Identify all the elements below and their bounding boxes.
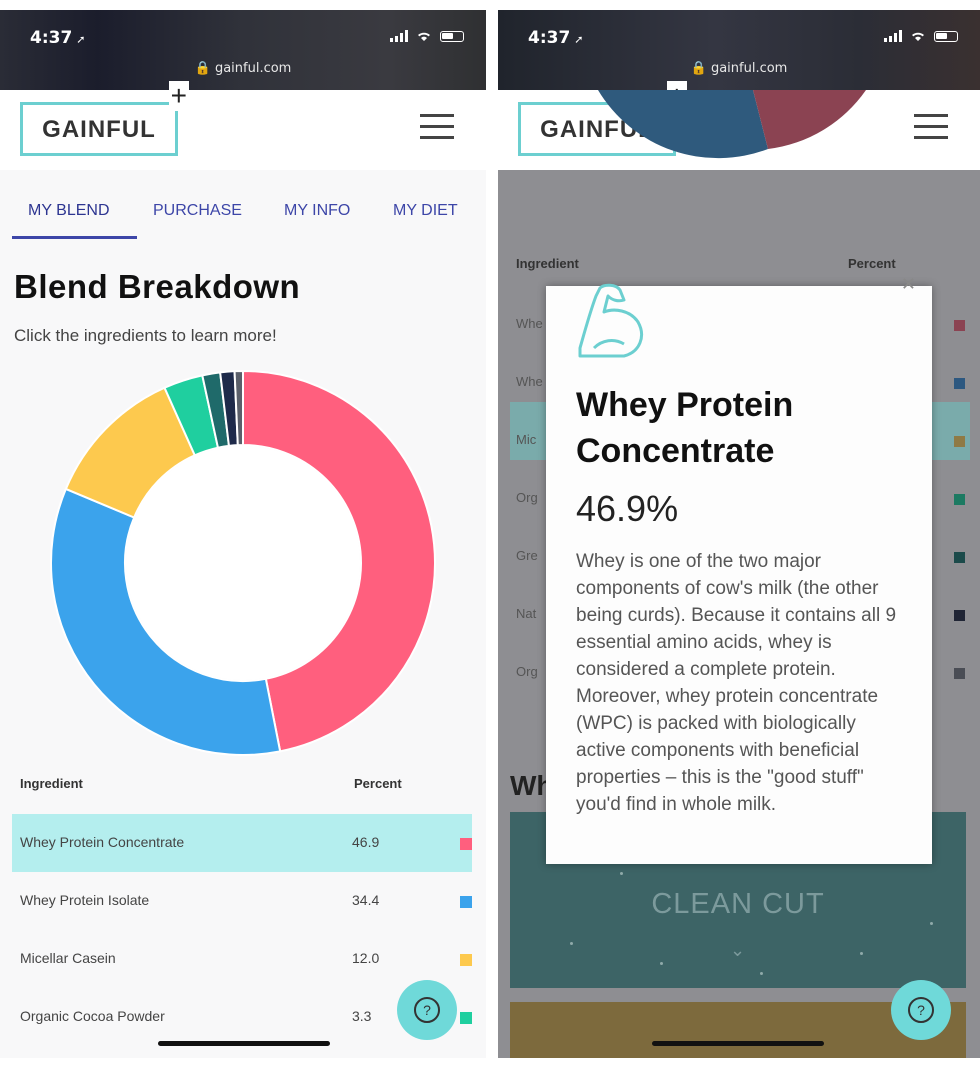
- url-text: gainful.com: [214, 61, 292, 76]
- color-swatch: [460, 954, 472, 966]
- battery-icon: [440, 30, 464, 42]
- home-indicator: [652, 1041, 824, 1046]
- color-swatch: [954, 494, 965, 505]
- dimmed-donut-chart-bottom: [598, 90, 866, 159]
- modal-percent: 46.9%: [576, 488, 679, 529]
- status-icons: [390, 30, 464, 42]
- ingredient-name: Whey Protein Concentrate: [20, 834, 185, 850]
- active-tab-indicator: [12, 236, 137, 239]
- color-swatch: [954, 610, 965, 621]
- column-header-percent: Percent: [848, 256, 896, 271]
- ingredient-name: Organic Cocoa Powder: [20, 1008, 165, 1024]
- tab-my-diet[interactable]: MY DIET: [393, 202, 458, 219]
- question-icon: ?: [414, 997, 440, 1023]
- signal-icon: [884, 30, 902, 42]
- column-header-percent: Percent: [354, 776, 402, 791]
- signal-icon: [390, 30, 408, 42]
- color-swatch: [460, 1012, 472, 1024]
- chevron-down-icon[interactable]: ⌄: [730, 940, 746, 961]
- table-row-label[interactable]: Gre: [516, 548, 538, 563]
- table-row-label[interactable]: Whe: [516, 374, 543, 389]
- donut-slice-1[interactable]: [50, 487, 282, 756]
- donut-hole: [126, 446, 360, 680]
- table-row-label[interactable]: Org: [516, 664, 538, 679]
- wifi-icon: [418, 32, 430, 41]
- help-button[interactable]: ?: [397, 980, 457, 1040]
- logo-text: GAINFUL: [42, 116, 156, 143]
- donut-slice-0[interactable]: [242, 370, 436, 753]
- location-arrow-icon: ➚: [574, 33, 584, 46]
- modal-description: Whey is one of the two major components …: [576, 551, 897, 815]
- column-header-ingredient: Ingredient: [20, 776, 83, 791]
- address-bar[interactable]: 🔒 gainful.com: [690, 61, 788, 76]
- color-swatch: [954, 436, 965, 447]
- tab-my-info[interactable]: MY INFO: [284, 202, 351, 219]
- page-title: Blend Breakdown: [14, 268, 301, 305]
- tab-my-blend[interactable]: MY BLEND: [28, 202, 110, 219]
- ingredient-percent: 34.4: [352, 892, 380, 908]
- status-bar: 4:37 ➚ 🔒 gainful.com: [0, 10, 486, 90]
- color-swatch: [460, 896, 472, 908]
- color-swatch: [954, 320, 965, 331]
- ingredient-name: Whey Protein Isolate: [20, 892, 150, 908]
- page-subtitle: Click the ingredients to learn more!: [14, 326, 277, 345]
- close-icon[interactable]: ✕: [900, 274, 916, 295]
- table-row[interactable]: Micellar Casein 12.0: [12, 930, 472, 988]
- question-icon: ?: [908, 997, 934, 1023]
- status-time: 4:37 ➚: [528, 28, 584, 48]
- next-banner[interactable]: [510, 1002, 966, 1058]
- phone-screen-blend: 4:37 ➚ 🔒 gainful.com GAINFUL + MY BLEND P…: [0, 10, 486, 1058]
- ingredient-percent: 46.9: [352, 834, 380, 850]
- tab-purchase[interactable]: PURCHASE: [153, 202, 242, 219]
- gainful-logo[interactable]: GAINFUL +: [20, 81, 189, 156]
- phone-screen-modal: 4:37➚ 🔒 gainful.com GAINFUL + Ingredient…: [498, 10, 980, 1058]
- hamburger-menu-icon[interactable]: [420, 114, 454, 140]
- table-row-label[interactable]: Nat: [516, 606, 537, 621]
- tab-bar: MY BLEND PURCHASE MY INFO MY DIET: [0, 198, 486, 238]
- table-row-label[interactable]: Whe: [516, 316, 543, 331]
- table-row-label[interactable]: Mic: [516, 432, 537, 447]
- battery-icon: [934, 30, 958, 42]
- banner-label: CLEAN CUT: [651, 888, 825, 920]
- hamburger-menu-icon[interactable]: [914, 114, 948, 140]
- status-icons: [884, 30, 958, 42]
- color-swatch: [954, 668, 965, 679]
- logo-plus: +: [168, 80, 189, 111]
- table-row[interactable]: Whey Protein Isolate 34.4: [12, 872, 472, 930]
- flexed-arm-icon: [578, 283, 643, 358]
- status-bar: 4:37 ➚ 🔒 gainful.com: [498, 10, 980, 90]
- donut-slice-6[interactable]: [233, 370, 244, 447]
- ingredient-name: Micellar Casein: [20, 950, 116, 966]
- address-bar[interactable]: 🔒 gainful.com: [194, 61, 292, 76]
- table-row[interactable]: Organic Cocoa Powder 3.3: [12, 988, 472, 1046]
- table-row[interactable]: Whey Protein Concentrate 46.9: [12, 814, 472, 872]
- color-swatch: [954, 378, 965, 389]
- status-time: 4:37 ➚: [30, 28, 86, 48]
- table-row-label[interactable]: Org: [516, 490, 538, 505]
- modal-title: Whey Protein Concentrate: [576, 386, 794, 470]
- home-indicator: [158, 1041, 330, 1046]
- color-swatch: [460, 838, 472, 850]
- url-text: gainful.com: [710, 61, 788, 76]
- ingredient-percent: 3.3: [352, 1008, 372, 1024]
- location-arrow-icon: ➚: [76, 33, 86, 46]
- blend-donut-chart[interactable]: [50, 370, 436, 756]
- column-header-ingredient: Ingredient: [516, 256, 579, 271]
- site-header: GAINFUL +: [0, 81, 486, 170]
- ingredient-modal: ✕ Whey Protein Concentrate 46.9% Whey is…: [546, 274, 932, 864]
- color-swatch: [954, 552, 965, 563]
- wifi-icon: [912, 32, 924, 41]
- ingredient-percent: 12.0: [352, 950, 380, 966]
- help-button[interactable]: ?: [891, 980, 951, 1040]
